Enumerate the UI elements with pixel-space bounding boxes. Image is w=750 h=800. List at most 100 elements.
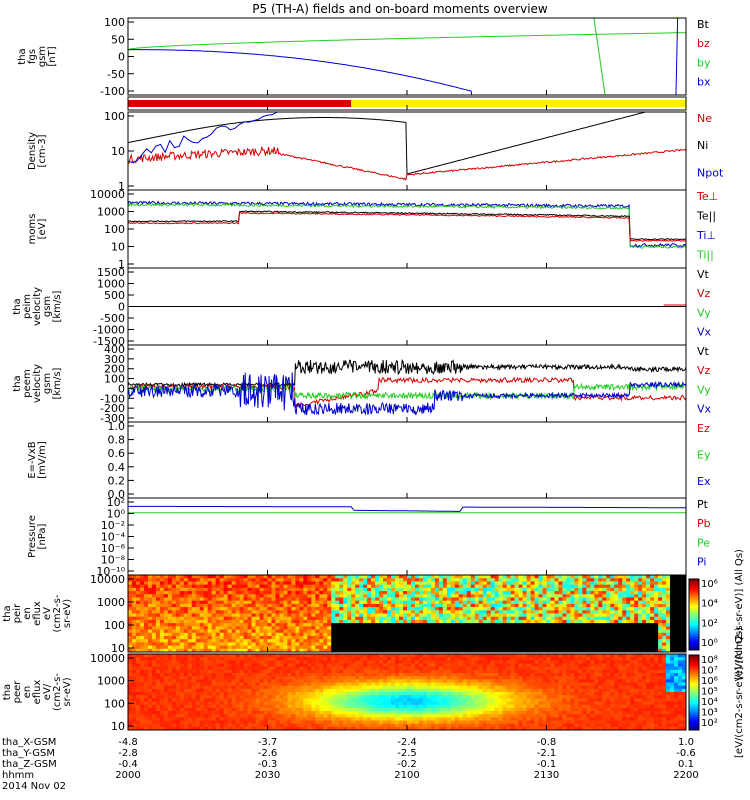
peir-cell (446, 607, 452, 611)
peir-cell (335, 639, 340, 643)
peir-cell (414, 603, 420, 608)
peir-cell (183, 594, 189, 598)
peer-cell (299, 717, 304, 721)
peer-cell (283, 669, 288, 674)
peir-cell (239, 603, 244, 608)
peir-cell (128, 619, 133, 624)
peer-cell (219, 714, 225, 718)
peir-cell (387, 619, 392, 624)
peir-cell (438, 587, 444, 592)
peir-cell (614, 610, 619, 614)
peer-cell (243, 692, 248, 696)
peir-cell (155, 587, 161, 592)
peir-cell (295, 607, 300, 611)
peer-cell (211, 692, 217, 696)
peir-cell (646, 587, 651, 592)
peir-cell (311, 578, 316, 582)
peer-cell (175, 666, 181, 671)
peir-cell (670, 603, 675, 608)
peir-cell (403, 584, 408, 589)
peir-cell (582, 597, 587, 602)
peer-cell (315, 692, 320, 696)
peer-cell (131, 654, 137, 658)
peir-cell (638, 626, 643, 630)
peir-cell (454, 642, 460, 646)
peer-cell (359, 717, 364, 721)
peer-cell (243, 717, 248, 721)
peir-cell (666, 584, 671, 589)
peer-cell (279, 682, 284, 687)
peir-cell (590, 629, 595, 634)
peir-cell (291, 581, 296, 586)
peir-cell (490, 575, 496, 579)
peer-cell (231, 682, 237, 687)
peir-cell (458, 619, 464, 624)
peir-cell (546, 635, 551, 640)
peer-cell (255, 679, 260, 683)
peir-cell (311, 619, 316, 624)
peir-cell (183, 642, 189, 646)
peir-cell (666, 613, 671, 618)
peir-cell (574, 591, 579, 595)
peir-cell (143, 616, 149, 621)
peer-cell (363, 707, 368, 712)
peer-cell (227, 669, 233, 674)
peir-cell (518, 584, 523, 589)
peir-cell (323, 575, 328, 579)
peer-cell (267, 685, 272, 690)
peir-cell (490, 581, 496, 586)
peer-cell (131, 682, 137, 687)
peir-cell (562, 616, 567, 621)
peir-cell (486, 597, 492, 602)
peer-cell (367, 685, 372, 690)
peir-cell (128, 645, 133, 650)
peir-cell (422, 639, 428, 643)
peir-cell (646, 600, 651, 605)
peir-cell (594, 648, 599, 653)
peer-cell (243, 669, 248, 674)
peer-cell (227, 679, 233, 683)
peir-cell (494, 610, 500, 614)
peir-cell (155, 603, 161, 608)
peer-cell (275, 720, 280, 725)
peir-cell (534, 603, 539, 608)
peer-cell (135, 663, 141, 668)
peir-cell (247, 607, 252, 611)
peer-cell (379, 695, 384, 699)
peir-cell (446, 632, 452, 637)
peer-cell (315, 695, 320, 699)
peer-cell (359, 673, 364, 677)
peir-cell (283, 603, 288, 608)
peir-cell (558, 610, 563, 614)
peir-cell (454, 594, 460, 598)
peir-cell (502, 607, 508, 611)
peir-cell (674, 584, 679, 589)
peer-cell (379, 669, 384, 674)
peir-cell (510, 578, 516, 582)
peir-cell (227, 642, 233, 646)
peer-cell (283, 720, 288, 725)
peer-cell (355, 669, 360, 674)
peir-cell (410, 642, 416, 646)
peir-cell (139, 578, 145, 582)
peir-cell (395, 632, 400, 637)
peer-cell (391, 704, 396, 709)
peer-cell (179, 682, 185, 687)
peir-cell (582, 603, 587, 608)
peer-cell (335, 654, 340, 658)
peir-cell (454, 648, 460, 653)
peir-cell (462, 600, 468, 605)
peir-cell (339, 584, 344, 589)
peer-cell (331, 682, 336, 687)
peir-cell (538, 619, 543, 624)
peir-cell (554, 610, 559, 614)
peir-cell (343, 629, 348, 634)
peir-cell (582, 642, 587, 646)
peir-cell (522, 600, 527, 605)
peir-cell (235, 623, 240, 627)
peir-cell (139, 632, 145, 637)
peir-cell (626, 587, 631, 592)
peir-cell (303, 639, 308, 643)
peir-cell (494, 603, 500, 608)
peir-cell (434, 639, 440, 643)
